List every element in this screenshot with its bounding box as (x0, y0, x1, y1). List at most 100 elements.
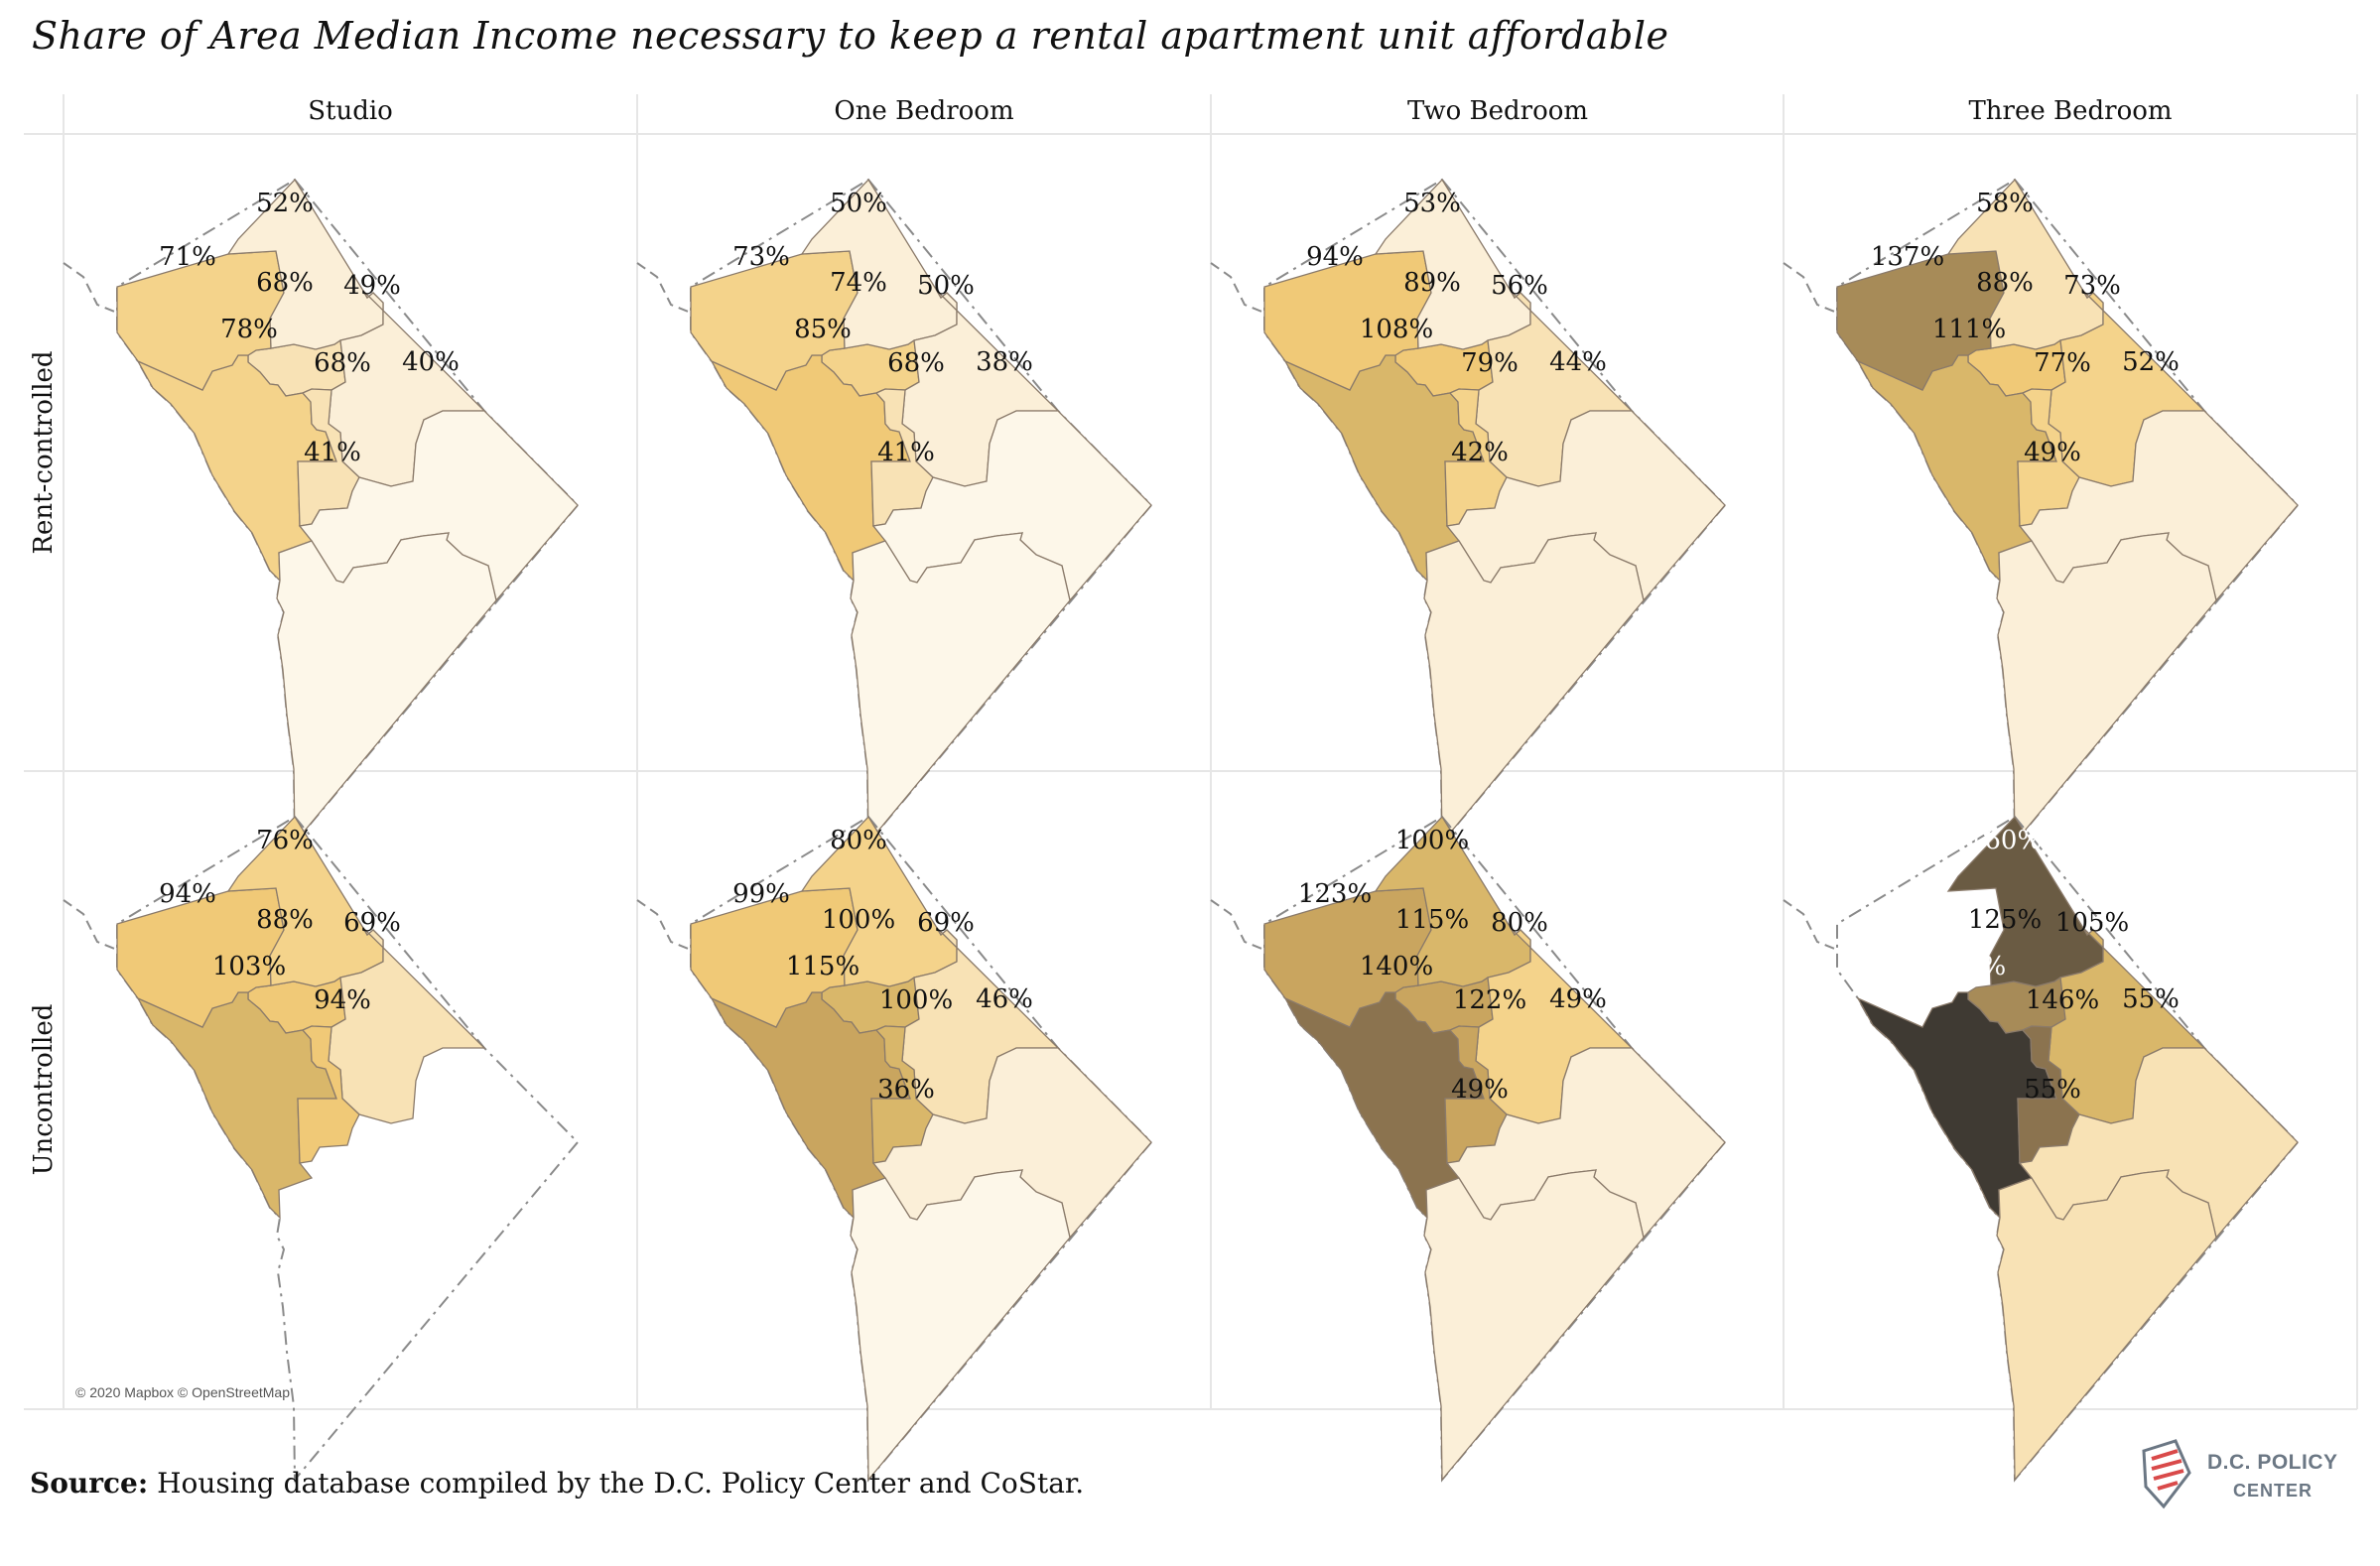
value-label-w7: 55% (2122, 984, 2180, 1014)
value-label-w7: 44% (1549, 347, 1607, 377)
value-label-w1: 115% (1395, 905, 1469, 935)
value-label-w2: 108% (1360, 315, 1433, 344)
chart-title: Share of Area Median Income necessary to… (32, 14, 1669, 58)
column-header: Studio (308, 96, 393, 126)
ward-region-w8 (1423, 532, 1645, 845)
column-header: One Bedroom (834, 96, 1013, 126)
value-label-w6: 94% (314, 985, 371, 1015)
value-label-w4: 100% (1395, 826, 1469, 855)
value-label-w8: 42% (1451, 438, 1509, 467)
value-label-w1: 88% (1976, 268, 2034, 298)
ward-region-w8 (1996, 532, 2217, 845)
value-label-w8: 36% (877, 1075, 935, 1105)
value-label-w6: 122% (1453, 985, 1526, 1015)
river-boundary (1783, 262, 1838, 314)
source-text: Housing database compiled by the D.C. Po… (148, 1467, 1085, 1500)
value-label-w3: 123% (1298, 879, 1372, 909)
value-label-w8: 49% (2024, 438, 2081, 467)
value-label-w2: 85% (794, 315, 852, 344)
value-label-w1: 125% (1968, 905, 2042, 935)
source-note: Source: Housing database compiled by the… (30, 1467, 1084, 1500)
map-panel: 88% 103% 94% 76% 69% 94% (63, 815, 580, 1483)
value-label-w5: 56% (1491, 271, 1548, 301)
value-label-w1: 74% (830, 268, 887, 298)
column-header: Two Bedroom (1407, 96, 1588, 126)
logo-text-line2: CENTER (2233, 1481, 2314, 1501)
value-label-w4: 58% (1976, 189, 2034, 218)
value-label-w8: 55% (2024, 1075, 2081, 1105)
value-label-w2: 103% (212, 952, 286, 981)
value-label-w3: 94% (1306, 242, 1364, 272)
value-label-w1: 68% (256, 268, 314, 298)
map-panel: 100% 115% 99% 80% 69% 100% 46% 36% (636, 815, 1153, 1483)
row-header: Uncontrolled (29, 1004, 59, 1176)
value-label-w3: 137% (1871, 242, 1944, 272)
river-boundary (1783, 899, 1838, 951)
river-boundary (63, 899, 118, 951)
dc-policy-center-logo: D.C. POLICY CENTER (2134, 1437, 2337, 1516)
map-panel: 74% 85% 73% 50% 50% 68% 38% 41% (636, 178, 1153, 846)
value-label-w5: 69% (917, 908, 975, 938)
value-label-w7: 38% (976, 347, 1033, 377)
map-panel: 89% 108% 94% 53% 56% 79% 44% 42% (1210, 178, 1727, 846)
map-attribution: © 2020 Mapbox © OpenStreetMap (75, 1384, 290, 1400)
ward-region-w8 (850, 1169, 1071, 1482)
value-label-w6: 100% (879, 985, 953, 1015)
value-label-w6: 146% (2026, 985, 2099, 1015)
ward-region-w6 (297, 1025, 360, 1164)
map-panel: 115% 140% 123% 100% 80% 122% 49% 49% (1210, 815, 1727, 1483)
ward-region-w8 (850, 532, 1071, 845)
river-boundary (63, 262, 118, 314)
map-panel: 125% 178% 160% 105% 146% 55% 55% (1783, 815, 2300, 1483)
dc-map-stripes-icon (2142, 1439, 2191, 1509)
source-label: Source: (30, 1467, 149, 1500)
value-label-w4: 53% (1403, 189, 1461, 218)
value-label-w5: 50% (917, 271, 975, 301)
value-label-w6: 68% (887, 348, 945, 378)
river-boundary (636, 262, 692, 314)
value-label-w7: 46% (976, 984, 1033, 1014)
river-boundary (1210, 262, 1265, 314)
value-label-w8: 49% (1451, 1075, 1509, 1105)
value-label-w8: 41% (304, 438, 361, 467)
value-label-w7: 40% (402, 347, 460, 377)
value-label-w8: 41% (877, 438, 935, 467)
river-boundary (636, 899, 692, 951)
ward-region-w8 (276, 532, 497, 845)
row-header: Rent-controlled (29, 350, 59, 554)
value-label-w5: 105% (2055, 908, 2129, 938)
value-label-w2: 115% (786, 952, 859, 981)
value-label-w2: 178% (1932, 952, 2006, 981)
value-label-w5: 80% (1491, 908, 1548, 938)
value-label-w5: 69% (343, 908, 401, 938)
value-label-w4: 52% (256, 189, 314, 218)
ward-region-w8 (1996, 1169, 2217, 1482)
value-label-w3: 94% (159, 879, 216, 909)
value-label-w1: 89% (1403, 268, 1461, 298)
value-label-w5: 73% (2063, 271, 2121, 301)
value-label-w6: 77% (2034, 348, 2091, 378)
value-label-w4: 160% (1968, 826, 2042, 855)
logo-text-line1: D.C. POLICY (2207, 1451, 2338, 1474)
value-label-w3: 73% (732, 242, 790, 272)
value-label-w3: 71% (159, 242, 216, 272)
river-boundary (1210, 899, 1265, 951)
value-label-w4: 80% (830, 826, 887, 855)
value-label-w2: 111% (1932, 315, 2006, 344)
value-label-w2: 78% (220, 315, 278, 344)
column-header: Three Bedroom (1968, 96, 2172, 126)
value-label-w4: 50% (830, 189, 887, 218)
value-label-w2: 140% (1360, 952, 1433, 981)
value-label-w4: 76% (256, 826, 314, 855)
value-label-w7: 52% (2122, 347, 2180, 377)
value-label-w7: 49% (1549, 984, 1607, 1014)
map-panel: 88% 111% 137% 58% 73% 77% 52% 49% (1783, 178, 2300, 846)
value-label-w5: 49% (343, 271, 401, 301)
value-label-w6: 68% (314, 348, 371, 378)
value-label-w1: 88% (256, 905, 314, 935)
map-panel: 68% 78% 71% 52% 49% 68% 40% 41% (63, 178, 580, 846)
value-label-w6: 79% (1461, 348, 1519, 378)
value-label-w1: 100% (822, 905, 895, 935)
value-label-w3: 99% (732, 879, 790, 909)
